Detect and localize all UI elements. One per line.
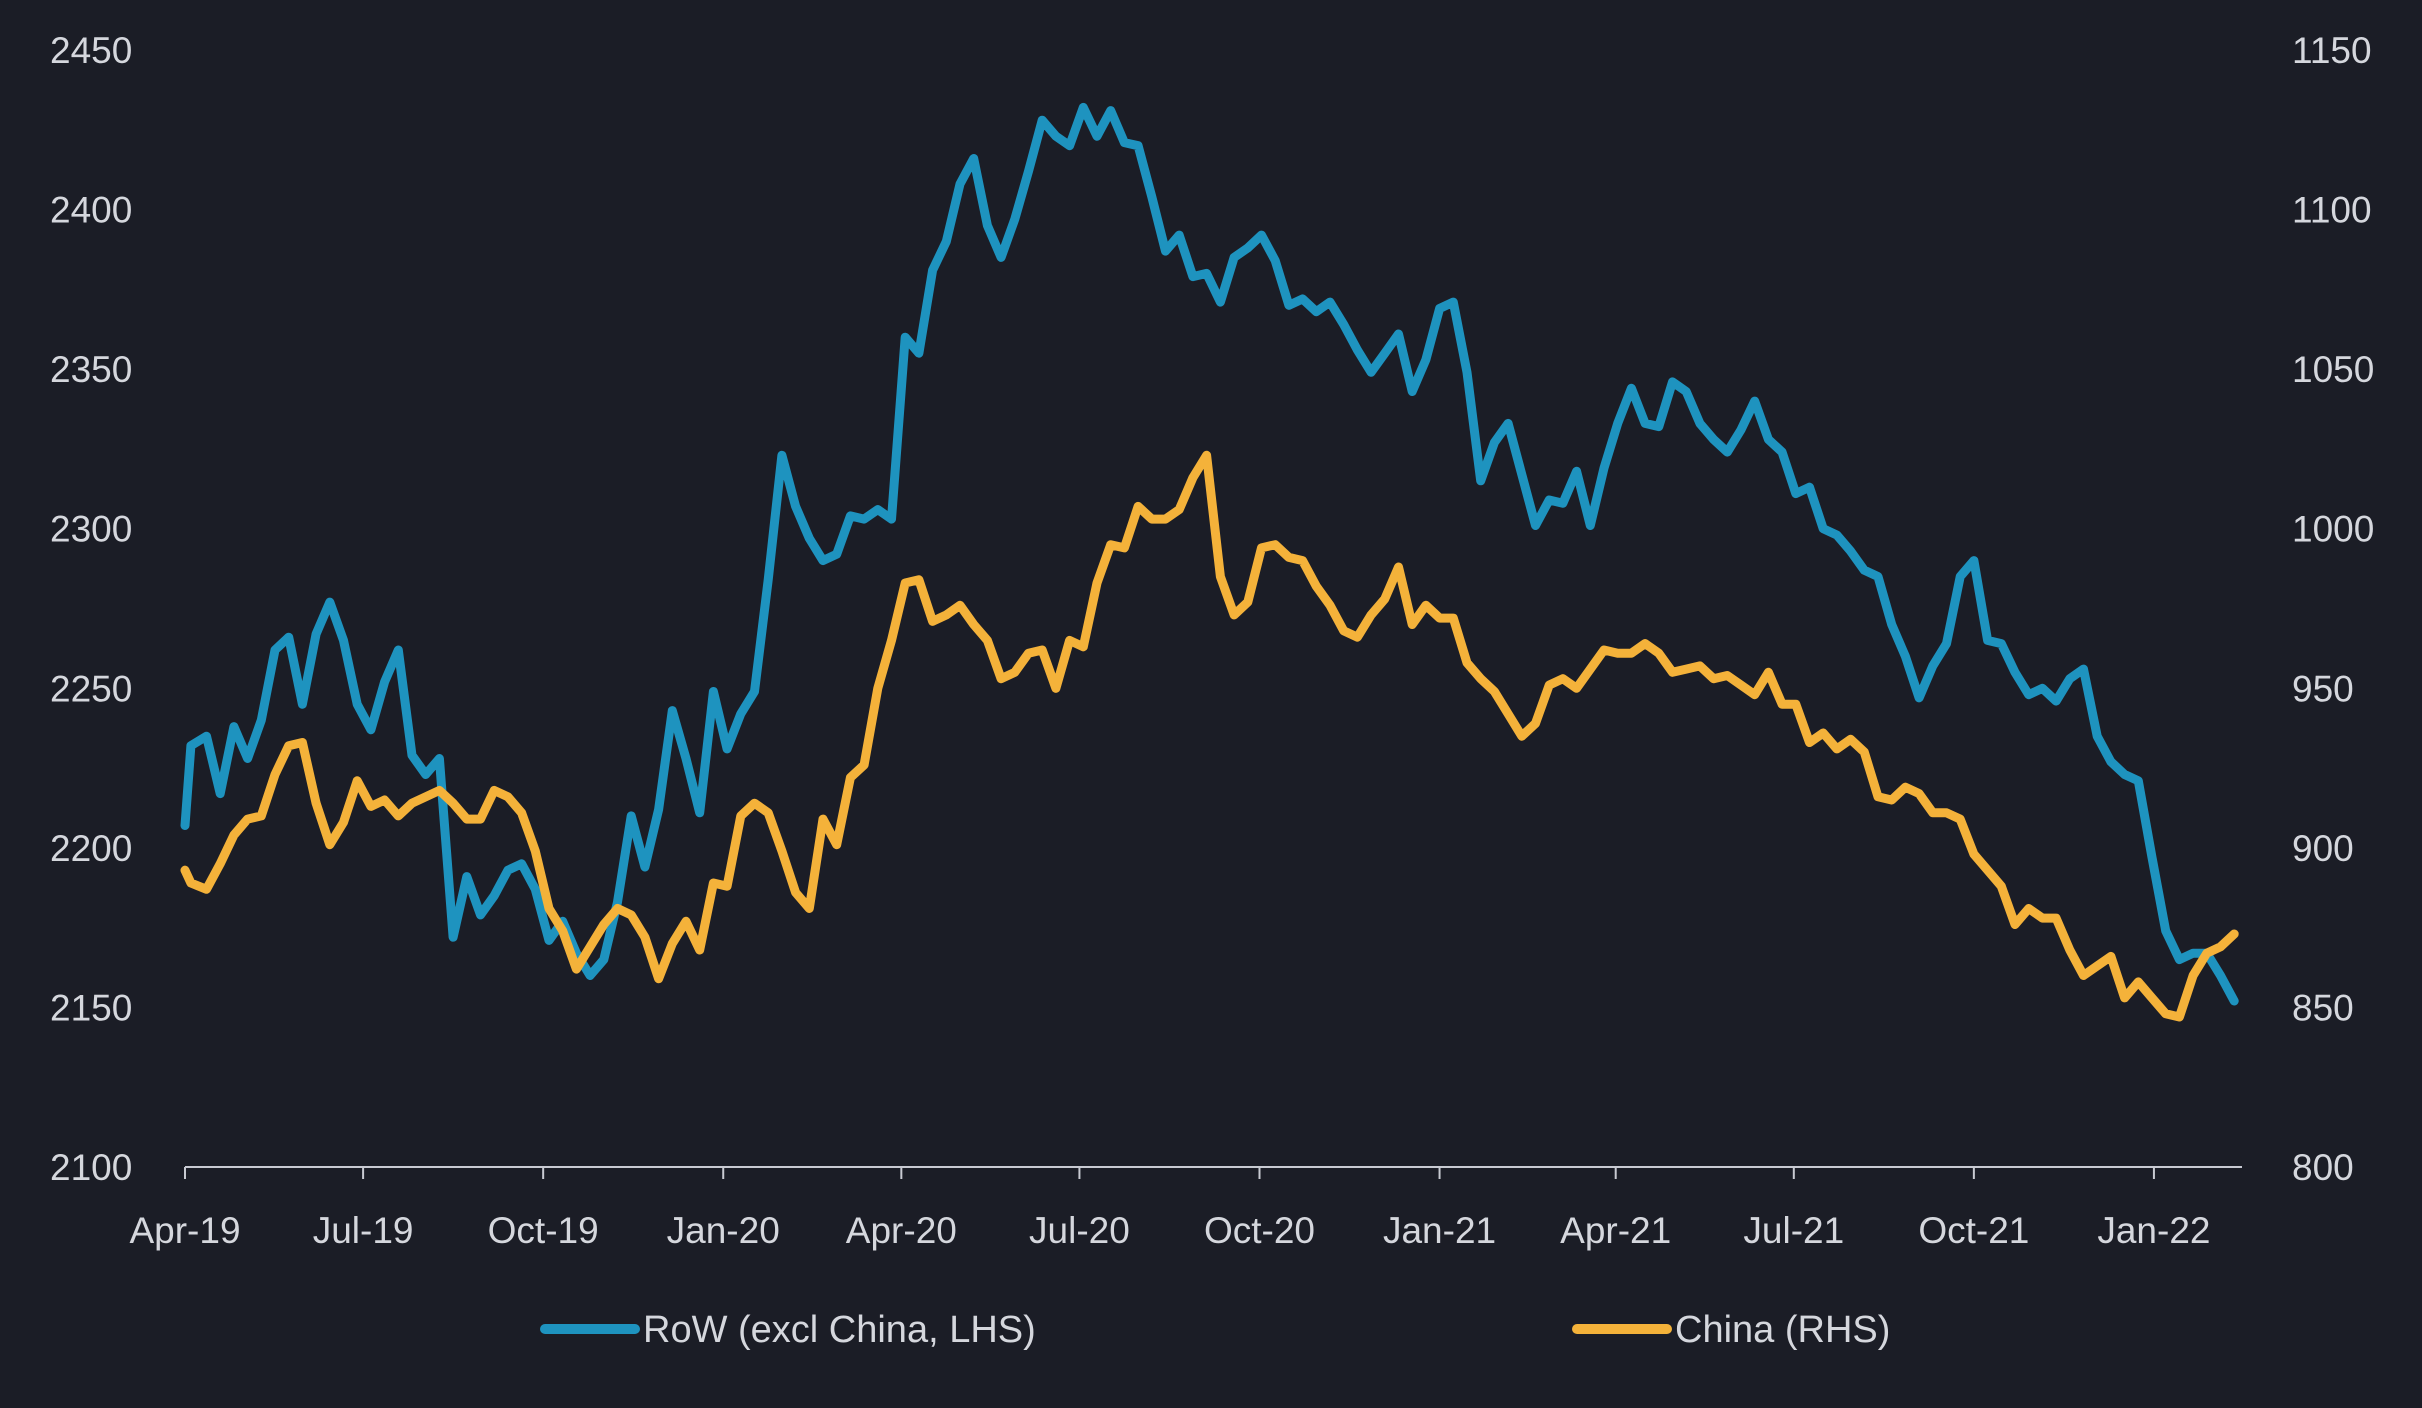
left-y-tick-label: 2100 xyxy=(50,1147,132,1188)
china-series-line xyxy=(180,450,2239,1022)
x-tick-label: Apr-20 xyxy=(846,1210,957,1251)
right-y-tick-label: 800 xyxy=(2292,1147,2354,1188)
right-y-tick-label: 1100 xyxy=(2292,190,2372,231)
left-y-tick-label: 2350 xyxy=(50,349,132,390)
x-tick-label: Apr-21 xyxy=(1560,1210,1671,1251)
legend-label: China (RHS) xyxy=(1675,1309,1890,1351)
left-y-tick-label: 2300 xyxy=(50,509,132,550)
right-y-tick-label: 850 xyxy=(2292,987,2354,1028)
x-axis: Apr-19 Jul-19 Oct-19 Jan-20 Apr-20 Jul-20 Oct-… xyxy=(129,1166,2242,1251)
series-group xyxy=(180,102,2239,1022)
x-tick-label: Jan-21 xyxy=(1383,1210,1496,1251)
x-tick-label: Jul-19 xyxy=(313,1210,414,1251)
x-tick-label: Oct-19 xyxy=(488,1210,599,1251)
right-y-tick-label: 950 xyxy=(2292,668,2354,709)
x-tick-label: Oct-21 xyxy=(1918,1210,2029,1251)
row-series-line xyxy=(180,102,2239,1006)
left-y-tick-label: 2200 xyxy=(50,828,132,869)
x-tick-label: Jul-21 xyxy=(1743,1210,1844,1251)
x-tick-label: Apr-19 xyxy=(129,1210,240,1251)
right-y-axis: 800 850 900 950 1000 1050 1100 1150 xyxy=(2292,30,2374,1188)
left-y-tick-label: 2250 xyxy=(50,668,132,709)
right-y-tick-label: 900 xyxy=(2292,828,2354,869)
x-tick-label: Jul-20 xyxy=(1029,1210,1130,1251)
x-tick-label: Jan-22 xyxy=(2097,1210,2210,1251)
legend: RoW (excl China, LHS) China (RHS) xyxy=(540,1309,1890,1351)
right-y-tick-label: 1000 xyxy=(2292,509,2374,550)
x-tick-label: Oct-20 xyxy=(1204,1210,1315,1251)
x-tick-label: Jan-20 xyxy=(667,1210,780,1251)
left-y-tick-label: 2450 xyxy=(50,30,132,71)
left-y-tick-label: 2400 xyxy=(50,190,132,231)
left-y-axis: 2100 2150 2200 2250 2300 2350 2400 2450 xyxy=(50,30,132,1188)
right-y-tick-label: 1050 xyxy=(2292,349,2374,390)
left-y-tick-label: 2150 xyxy=(50,987,132,1028)
legend-label: RoW (excl China, LHS) xyxy=(643,1309,1036,1351)
right-y-tick-label: 1150 xyxy=(2292,30,2372,71)
